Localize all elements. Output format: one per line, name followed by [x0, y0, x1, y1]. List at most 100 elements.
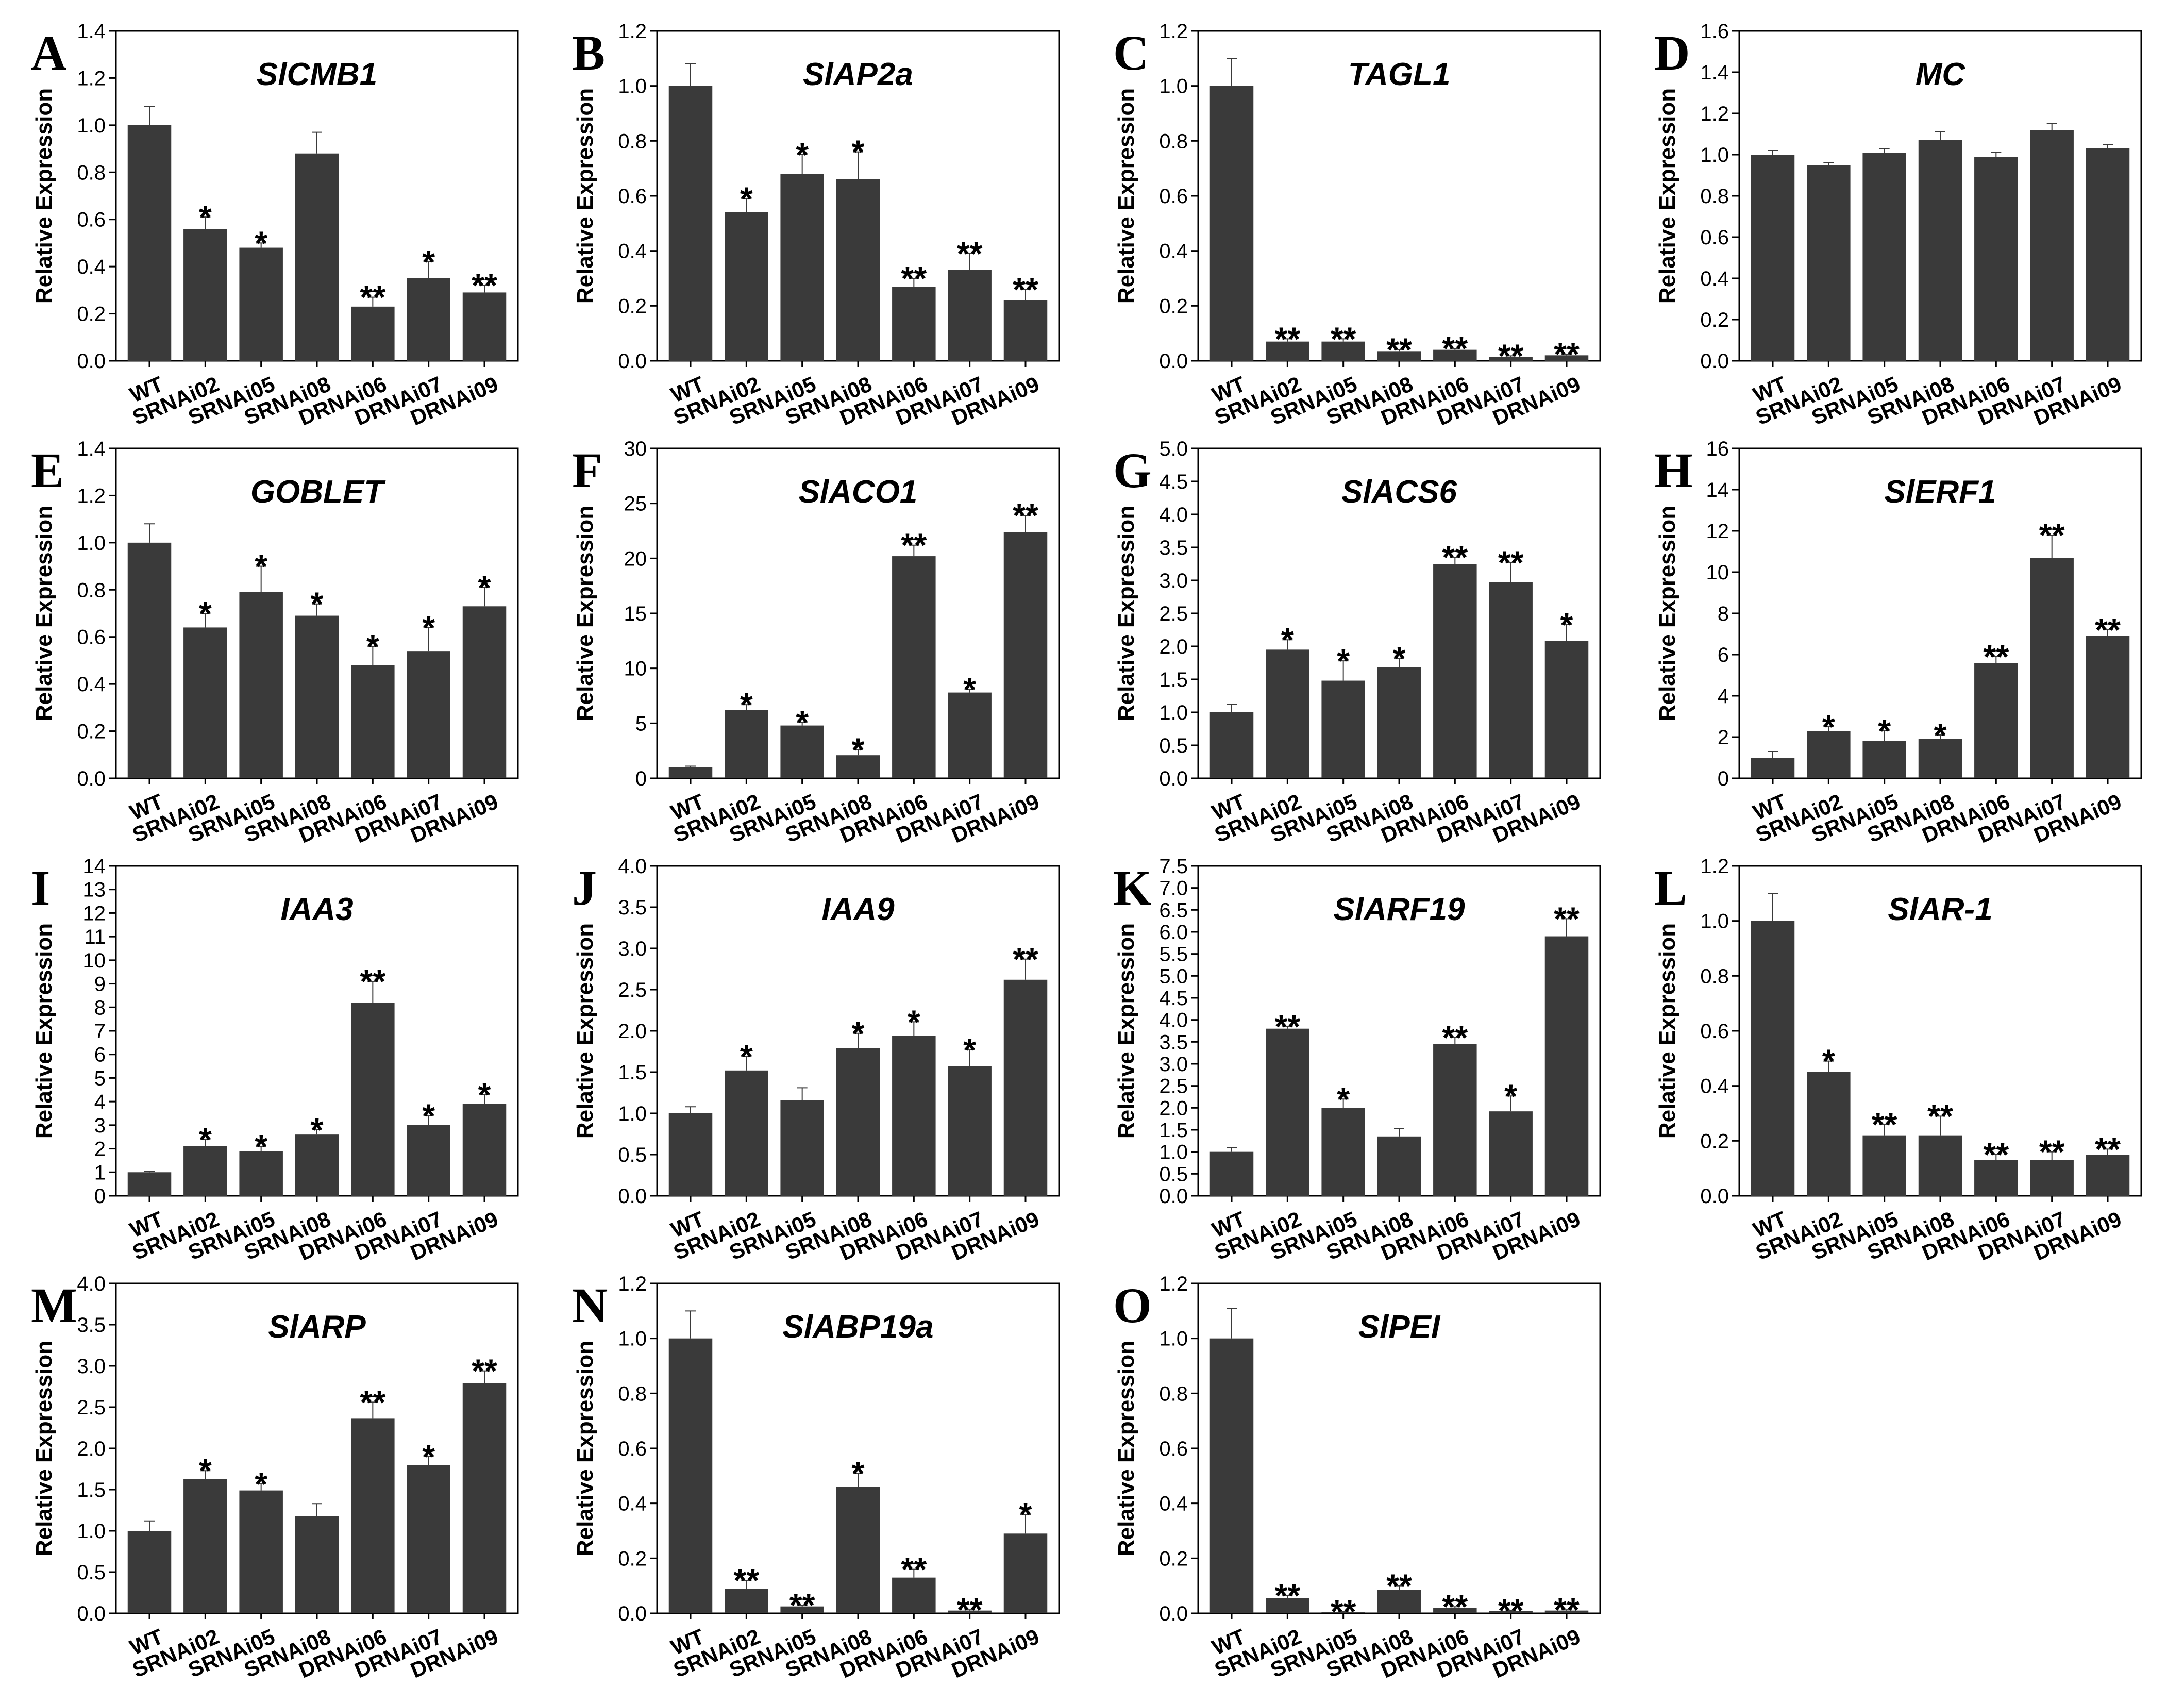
panel-letter: D [1654, 25, 1690, 80]
bar [1377, 351, 1421, 361]
y-tick-label: 1.4 [77, 20, 106, 43]
significance-marker: * [255, 224, 267, 261]
significance-marker: * [1019, 1496, 1032, 1533]
y-tick-label: 0.8 [1159, 130, 1188, 153]
bar [892, 1036, 936, 1196]
bar [2086, 636, 2130, 778]
y-tick-label: 14 [1706, 479, 1729, 502]
y-tick-label: 10 [83, 949, 106, 972]
y-tick-label: 25 [624, 493, 647, 515]
y-tick-label: 1.2 [1700, 855, 1729, 878]
significance-marker: ** [1927, 1097, 1953, 1134]
y-tick-label: 1.2 [77, 485, 106, 507]
y-tick-label: 4.0 [1159, 504, 1188, 526]
y-tick-label: 1.2 [618, 1273, 647, 1295]
y-tick-label: 0.2 [77, 721, 106, 743]
y-tick-label: 2.5 [618, 979, 647, 1001]
y-tick-label: 0 [94, 1185, 106, 1208]
y-tick-label: 1.4 [77, 438, 106, 460]
panel-letter: O [1113, 1278, 1152, 1333]
significance-marker: ** [733, 1562, 759, 1599]
significance-marker: * [478, 1076, 491, 1113]
y-tick-label: 1.0 [1700, 144, 1729, 166]
significance-marker: * [255, 1128, 267, 1165]
significance-marker: ** [1983, 638, 2009, 675]
significance-marker: ** [2095, 611, 2121, 648]
y-tick-label: 2.5 [1159, 1075, 1188, 1098]
significance-marker: * [422, 1438, 435, 1475]
y-tick-label: 5.0 [1159, 438, 1188, 460]
y-tick-label: 0.8 [1159, 1382, 1188, 1405]
y-axis-label: Relative Expression [1114, 1341, 1139, 1556]
y-tick-label: 8 [94, 996, 106, 1019]
significance-marker: * [1878, 712, 1891, 749]
bar [948, 1066, 992, 1196]
significance-marker: ** [1386, 331, 1412, 369]
y-tick-label: 1.5 [618, 1061, 647, 1084]
panel-letter: K [1113, 860, 1152, 915]
significance-marker: * [852, 1455, 865, 1492]
bar [1544, 641, 1589, 778]
bar [295, 153, 339, 361]
y-tick-label: 9 [94, 973, 106, 996]
bar [780, 1606, 824, 1613]
chart-title: SlACS6 [1341, 474, 1457, 510]
y-tick-label: 0.4 [618, 240, 647, 263]
bar [1807, 1072, 1851, 1196]
bar [725, 1070, 768, 1196]
significance-marker: * [478, 569, 491, 606]
significance-marker: * [1934, 716, 1947, 754]
panel-letter: M [31, 1278, 78, 1333]
significance-marker: * [199, 1121, 212, 1158]
bar [1433, 1608, 1477, 1613]
y-axis-label: Relative Expression [31, 88, 57, 304]
bar [1974, 663, 2018, 778]
bar [1266, 1028, 1309, 1196]
y-tick-label: 7.0 [1159, 877, 1188, 900]
y-tick-label: 1.5 [1159, 1119, 1188, 1142]
significance-marker: * [963, 671, 976, 708]
bar [127, 1531, 172, 1613]
y-tick-label: 3.0 [618, 938, 647, 960]
y-tick-label: 1.0 [1700, 910, 1729, 933]
y-tick-label: 1.0 [77, 532, 106, 555]
bar [1209, 1338, 1254, 1613]
bar [1321, 1108, 1365, 1196]
bar [239, 247, 283, 361]
significance-marker: ** [901, 1551, 927, 1588]
y-tick-label: 13 [83, 879, 106, 901]
bar [725, 1589, 768, 1613]
y-tick-label: 30 [624, 438, 647, 460]
chart-title: IAA9 [821, 892, 895, 927]
bar [183, 627, 227, 778]
bar [239, 592, 283, 778]
bar [836, 755, 880, 778]
y-tick-label: 1.2 [77, 67, 106, 90]
panel-letter: L [1654, 860, 1687, 915]
y-tick-label: 1.6 [1700, 20, 1729, 43]
bar [668, 1113, 713, 1196]
bar [295, 1134, 339, 1196]
bar [1209, 1151, 1254, 1196]
y-tick-label: 20 [624, 547, 647, 570]
y-tick-label: 0.8 [1700, 185, 1729, 208]
chart-title: MC [1916, 57, 1966, 92]
bar [892, 556, 936, 778]
y-axis-label: Relative Expression [1655, 88, 1680, 304]
bar [239, 1151, 283, 1196]
bar [948, 270, 992, 361]
y-tick-label: 0.6 [1700, 226, 1729, 249]
significance-marker: * [422, 609, 435, 646]
y-tick-label: 0.6 [77, 209, 106, 231]
panel-letter: I [31, 860, 50, 915]
y-tick-label: 0.0 [1700, 1185, 1729, 1208]
y-tick-label: 2.0 [1159, 1097, 1188, 1120]
bar [1321, 680, 1365, 778]
bar [892, 287, 936, 361]
bar [725, 710, 768, 778]
y-tick-label: 0.6 [1159, 185, 1188, 208]
bar [1489, 357, 1533, 361]
bar [948, 692, 992, 778]
bar [1433, 349, 1477, 361]
